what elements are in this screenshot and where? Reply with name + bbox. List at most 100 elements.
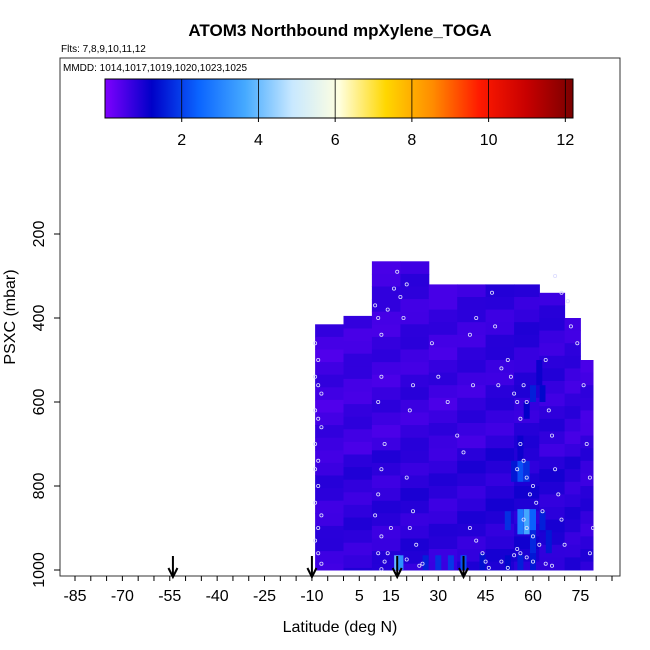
heatmap-cell <box>514 322 540 336</box>
heatmap-cell <box>539 318 566 332</box>
heatmap-cell <box>400 500 430 514</box>
heatmap-cell <box>539 431 566 445</box>
heatmap-cell <box>343 391 373 405</box>
heatmap-cell <box>457 397 487 411</box>
heatmap-cell <box>564 355 581 369</box>
heatmap-cell <box>457 448 487 462</box>
y-axis-label: PSXC (mbar) <box>2 269 19 364</box>
heatmap-cell <box>580 385 594 399</box>
heatmap-cell <box>457 423 487 437</box>
heatmap-cell <box>514 486 540 500</box>
heatmap-cell <box>580 423 594 437</box>
heatmap-enhancement <box>504 555 511 570</box>
sample-point <box>417 563 422 568</box>
heatmap-cell <box>400 563 430 571</box>
sample-point <box>379 467 384 472</box>
sample-point <box>316 357 321 362</box>
heatmap-cell <box>564 406 581 420</box>
heatmap-cell <box>539 406 566 420</box>
heatmap-cell <box>457 486 487 500</box>
sample-point <box>565 299 570 304</box>
sample-point <box>316 458 321 463</box>
heatmap-cell <box>457 498 487 512</box>
sample-point <box>524 555 529 560</box>
heatmap-cell <box>428 473 458 487</box>
sample-point <box>521 517 526 522</box>
heatmap-cell <box>539 305 566 319</box>
heatmap-cell <box>457 334 487 348</box>
heatmap-cell <box>564 456 581 470</box>
y-tick-label: 200 <box>31 221 48 248</box>
sample-point <box>543 357 548 362</box>
heatmap-cell <box>539 393 566 407</box>
heatmap-cell <box>428 498 458 512</box>
heatmap-cell <box>428 536 458 550</box>
sample-point <box>568 324 573 329</box>
heatmap-cell <box>514 284 540 298</box>
heatmap-cell <box>580 460 594 474</box>
dates-label: MMDD: 1014,1017,1019,1020,1023,1025 <box>63 63 247 74</box>
heatmap-cell <box>564 494 581 508</box>
heatmap-cell <box>485 448 515 462</box>
heatmap-cell <box>315 500 344 514</box>
heatmap-cell <box>564 393 581 407</box>
sample-point <box>540 509 545 514</box>
x-axis: -85 -70 -55 -40 -25 -10 5 15 30 45 60 75 <box>63 576 613 605</box>
heatmap-cell <box>580 523 594 537</box>
sample-point <box>584 441 589 446</box>
heatmap-cell <box>539 330 566 344</box>
heatmap-cell <box>539 544 566 558</box>
heatmap-cell <box>343 555 373 569</box>
heatmap-cell <box>371 387 401 401</box>
colorbar-tick-label: 2 <box>177 132 186 149</box>
sample-point <box>455 433 460 438</box>
heatmap-cell <box>400 349 430 363</box>
heatmap-cell <box>315 462 344 476</box>
heatmap-cell <box>315 399 344 413</box>
sample-point <box>429 341 434 346</box>
heatmap-cell <box>400 462 430 476</box>
sample-point <box>470 383 475 388</box>
heatmap-cell <box>343 542 373 556</box>
heatmap-cell <box>580 511 594 525</box>
heatmap-cell <box>485 297 515 311</box>
sample-point <box>518 416 523 421</box>
colorbar-tick-label: 4 <box>254 132 263 149</box>
sample-point <box>556 492 561 497</box>
y-tick-label: 800 <box>31 473 48 500</box>
heatmap-cell <box>485 423 515 437</box>
heatmap-cell <box>343 479 373 493</box>
x-tick-label: -40 <box>206 588 229 605</box>
sample-point <box>575 341 580 346</box>
heatmap-enhancement <box>447 555 454 570</box>
heatmap-cell <box>428 561 458 571</box>
flight-arrow-head <box>167 567 179 580</box>
heatmap-cell <box>564 368 581 382</box>
sample-point <box>407 408 412 413</box>
x-tick-label: 75 <box>572 588 590 605</box>
sample-point <box>319 513 324 518</box>
heatmap-cell <box>428 397 458 411</box>
heatmap-cell <box>428 309 458 323</box>
heatmap-cell <box>564 507 581 521</box>
heatmap-cell <box>485 498 515 512</box>
heatmap-cell <box>400 513 430 527</box>
heatmap-cell <box>343 454 373 468</box>
sample-point <box>518 441 523 446</box>
heatmap-cell <box>343 315 373 329</box>
heatmap-cell <box>564 381 581 395</box>
sample-point <box>521 458 526 463</box>
sample-point <box>524 399 529 404</box>
heatmap-cell <box>371 412 401 426</box>
flight-arrow-head <box>306 567 318 580</box>
heatmap-cell <box>371 336 401 350</box>
heatmap-cell <box>428 360 458 374</box>
heatmap-cell <box>580 448 594 462</box>
sample-point <box>467 526 472 531</box>
heatmap-cell <box>371 349 401 363</box>
y-tick-label: 400 <box>31 305 48 332</box>
heatmap-cell <box>514 334 540 348</box>
heatmap-cell <box>539 355 566 369</box>
heatmap-cell <box>315 324 344 338</box>
heatmap-cell <box>514 309 540 323</box>
